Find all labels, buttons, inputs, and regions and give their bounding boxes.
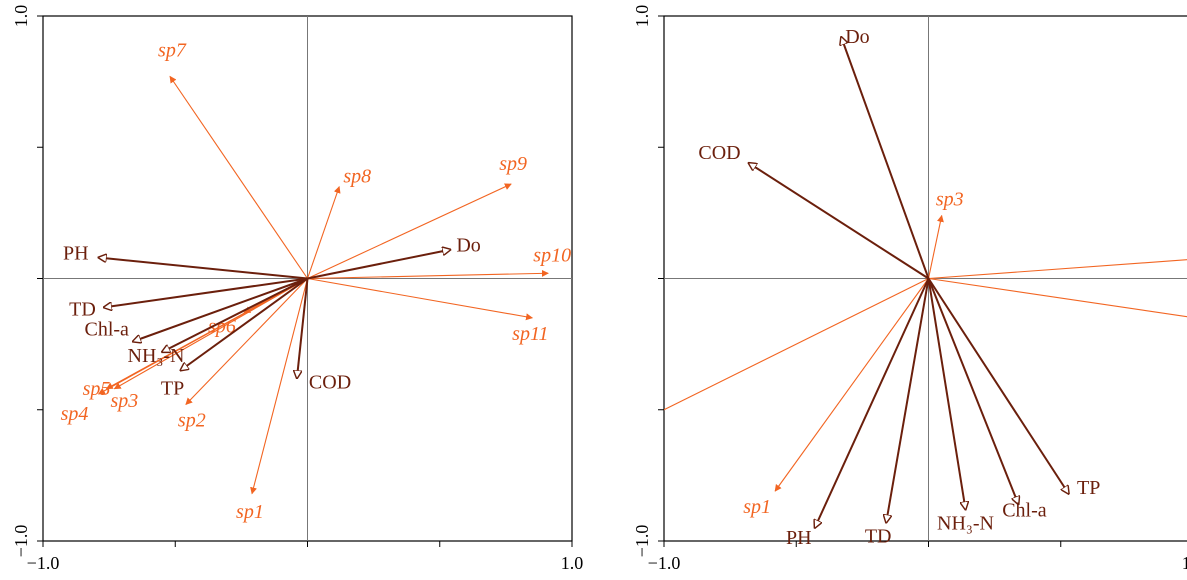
env-arrow-Do [841,37,928,279]
env-label-COD: COD [698,142,740,164]
species-label-sp10: sp10 [533,244,571,266]
env-label-TP: TP [1077,477,1100,499]
species-arrow-sp2 [186,279,308,405]
species-label-sp1: sp1 [743,496,771,518]
env-label-TD: TD [69,298,96,320]
species-arrow-sp5 [929,279,1187,355]
env-arrow-TP [929,279,1069,494]
species-arrow-sp11 [308,279,533,318]
species-label-sp3: sp3 [936,189,964,211]
env-arrow-Chl-a [929,279,1019,505]
species-label-sp8: sp8 [343,166,371,188]
species-label-sp11: sp11 [512,323,548,345]
env-label-COD: COD [309,371,351,393]
species-arrow-sp3 [929,216,942,279]
species-label-sp2: sp2 [178,410,206,432]
species-arrow-sp1 [775,279,928,492]
species-label-sp1: sp1 [236,501,264,523]
species-label-sp5: sp5 [83,378,111,400]
species-label-sp2: sp2 [550,459,578,481]
env-label-Chl-a: Chl-a [1002,499,1047,521]
env-label-PH: PH [786,527,812,549]
y-tick-label: −1.0 [632,525,652,558]
env-arrow-COD [297,279,308,379]
env-arrow-TD [886,279,928,523]
env-label-Do: Do [456,235,480,257]
species-label-sp4: sp4 [61,403,89,425]
env-label-Do: Do [845,26,869,48]
env-arrow-Do [308,250,451,279]
species-arrow-sp4 [929,250,1187,279]
x-tick-label: −1.0 [648,553,681,573]
y-tick-label: −1.0 [11,525,31,558]
env-arrow-PH [99,258,308,279]
x-tick-label: 1.0 [561,553,584,573]
env-label-NH-N: NH₃-N [937,513,994,535]
species-label-sp9: sp9 [499,153,527,175]
env-label-TP: TP [161,377,184,399]
y-tick-label: 1.0 [11,5,31,28]
right-biplot-panel: −1.01.0−1.01.0sp3sp4sp5sp2sp1DoCODPHTDNH… [550,5,1187,573]
env-label-Chl-a: Chl-a [84,319,129,341]
x-tick-label: −1.0 [27,553,60,573]
species-arrow-sp1 [252,279,308,494]
species-arrow-sp3 [114,279,307,389]
x-tick-label: 1.0 [1182,553,1187,573]
species-arrow-sp7 [170,76,308,278]
env-label-NH-N: NH₃-N [128,345,185,367]
species-label-sp7: sp7 [158,39,187,61]
species-arrow-sp8 [308,187,340,279]
species-label-sp3: sp3 [111,390,139,412]
species-arrow-sp9 [308,184,512,279]
species-arrow-sp10 [308,273,549,278]
env-arrow-TP [181,279,308,371]
y-tick-label: 1.0 [632,5,652,28]
env-arrow-COD [749,163,929,279]
env-arrow-NH-N [929,279,966,510]
env-label-PH: PH [63,243,89,265]
env-arrow-PH [815,279,929,528]
env-label-TD: TD [865,526,892,548]
species-arrow-sp2 [574,279,928,455]
